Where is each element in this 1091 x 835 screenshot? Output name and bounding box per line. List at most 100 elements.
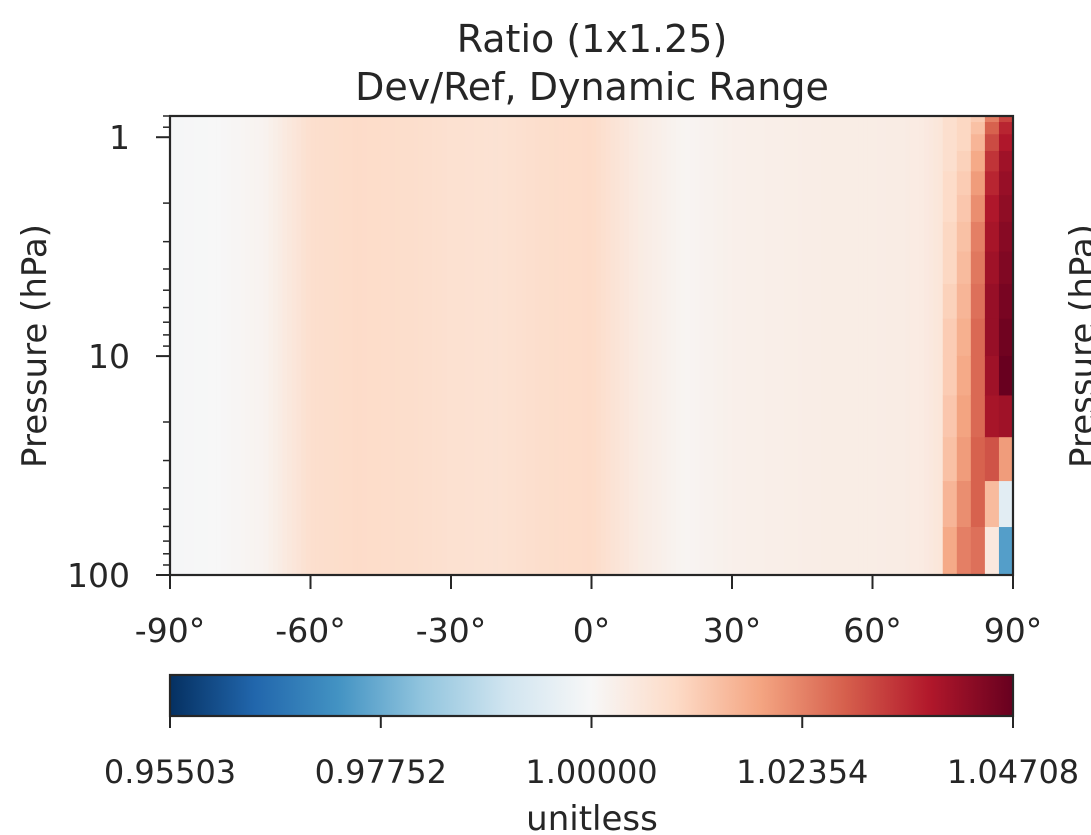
heatmap-column — [436, 116, 443, 575]
heatmap-column — [404, 116, 410, 575]
y-minor-ticks — [163, 115, 170, 566]
heatmap-column — [268, 116, 274, 575]
heatmap-column — [549, 116, 555, 575]
heatmap-column — [849, 116, 855, 575]
heatmap-column — [390, 116, 396, 575]
heatmap-column — [671, 116, 677, 575]
heatmap-column — [839, 116, 845, 575]
heatmap-cell — [970, 195, 986, 223]
heatmap-cell — [984, 527, 1000, 575]
heatmap-column — [610, 116, 616, 575]
heatmap-column — [469, 116, 476, 575]
heatmap-column — [324, 116, 330, 575]
heatmap-column — [282, 116, 288, 575]
heatmap-cell — [942, 355, 958, 397]
heatmap-cell — [998, 395, 1013, 438]
heatmap-column — [797, 116, 803, 575]
heatmap-column — [422, 116, 429, 575]
heatmap-column — [427, 116, 433, 575]
heatmap-column — [774, 116, 780, 575]
heatmap-column — [643, 116, 649, 575]
heatmap-column — [488, 116, 494, 575]
heatmap-column — [760, 116, 766, 575]
heatmap-cell — [956, 318, 972, 357]
heatmap-column — [432, 116, 438, 575]
heatmap-cell — [956, 527, 972, 575]
heatmap-column — [263, 116, 269, 575]
y-axis-label: Pressure (hPa) — [15, 224, 55, 468]
colorbar-ticks: 0.95503 0.97752 1.00000 1.02354 1.04708 — [104, 716, 1079, 791]
heatmap-column — [881, 116, 888, 575]
heatmap-column — [394, 116, 401, 575]
heatmap-column — [722, 116, 728, 575]
heatmap-cell — [956, 134, 972, 152]
heatmap-column — [933, 116, 939, 575]
heatmap-column — [877, 116, 883, 575]
heatmap-column — [221, 116, 227, 575]
y-tick-label: 100 — [67, 556, 130, 595]
heatmap-cell — [970, 134, 986, 152]
heatmap-column — [315, 116, 321, 575]
heatmap-cell — [984, 134, 1000, 152]
heatmap-column — [802, 116, 808, 575]
heatmap-cell — [942, 395, 958, 438]
heatmap-cell — [998, 195, 1013, 223]
heatmap-column — [525, 116, 532, 575]
heatmap-column — [235, 116, 241, 575]
heatmap-column — [867, 116, 874, 575]
heatmap-column — [699, 116, 705, 575]
heatmap-column — [230, 116, 237, 575]
heatmap-column — [535, 116, 541, 575]
heatmap-cell — [998, 481, 1013, 528]
heatmap-cell — [970, 122, 986, 135]
heatmap-cell — [984, 116, 1000, 123]
x-tick-label: 90° — [984, 611, 1043, 650]
heatmap-column — [493, 116, 499, 575]
x-tick-label: -30° — [416, 611, 486, 650]
heatmap-column — [408, 116, 415, 575]
heatmap-cell — [970, 318, 986, 357]
heatmap-column — [319, 116, 326, 575]
heatmap-column — [788, 116, 794, 575]
colorbar — [168, 673, 1015, 718]
heatmap-column — [750, 116, 757, 575]
heatmap-column — [783, 116, 789, 575]
heatmap-column — [820, 116, 827, 575]
heatmap-column — [736, 116, 742, 575]
heatmap-column — [399, 116, 405, 575]
heatmap-column — [811, 116, 817, 575]
heatmap-column — [938, 116, 944, 575]
heatmap-column — [600, 116, 607, 575]
heatmap-column — [207, 116, 213, 575]
heatmap-column — [273, 116, 279, 575]
heatmap-column — [244, 116, 251, 575]
x-ticks: -90° -60° -30° 0° 30° 60° 90° — [135, 575, 1042, 650]
heatmap-cell — [984, 283, 1000, 320]
x-tick-label: 0° — [573, 611, 611, 650]
heatmap-cell — [984, 171, 1000, 196]
heatmap-column — [305, 116, 312, 575]
chart-title: Ratio (1x1.25) — [457, 17, 728, 61]
heatmap-cell — [942, 195, 958, 223]
heatmap-column — [258, 116, 265, 575]
heatmap-cell — [942, 122, 958, 135]
heatmap-column — [216, 116, 223, 575]
y-tick-label: 1 — [109, 118, 130, 157]
heatmap-column — [680, 116, 686, 575]
heatmap-cell — [998, 527, 1013, 575]
heatmap-cell — [998, 221, 1013, 253]
heatmap-cell — [984, 437, 1000, 482]
heatmap-cell — [984, 251, 1000, 285]
heatmap-column — [806, 116, 813, 575]
heatmap-cell — [970, 171, 986, 196]
heatmap-cell — [998, 318, 1013, 357]
heatmap-cell — [970, 481, 986, 528]
heatmap-column — [193, 116, 199, 575]
heatmap-column — [924, 116, 930, 575]
heatmap-column — [544, 116, 550, 575]
heatmap-cell — [970, 221, 986, 253]
heatmap-column — [366, 116, 372, 575]
heatmap-column — [413, 116, 419, 575]
heatmap-column — [872, 116, 878, 575]
